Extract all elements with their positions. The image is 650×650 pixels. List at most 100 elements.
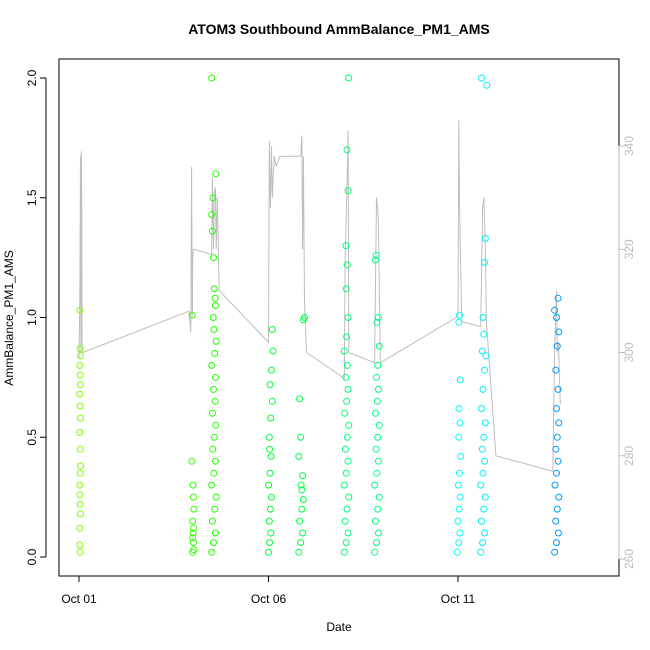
data-point (76, 481, 84, 489)
data-point (371, 517, 379, 525)
data-point (373, 373, 380, 381)
right-tick-label: 280 (622, 445, 636, 465)
data-point (342, 373, 350, 381)
data-point (343, 333, 351, 341)
data-point (374, 385, 382, 393)
right-axis-series (78, 120, 561, 472)
y-tick-label: 0.5 (25, 429, 39, 446)
data-point (479, 539, 487, 547)
data-point (373, 539, 380, 547)
data-point (457, 452, 465, 460)
data-point (266, 539, 274, 547)
data-point (266, 469, 274, 477)
data-point (551, 481, 559, 489)
data-point (297, 481, 305, 489)
data-point (76, 306, 84, 314)
data-point (456, 529, 464, 537)
data-point (344, 187, 352, 195)
data-point (453, 548, 461, 556)
right-tick-label: 300 (622, 342, 636, 362)
x-axis: Oct 01 Oct 06 Oct 11 (61, 575, 476, 606)
data-point (299, 529, 307, 537)
data-point (345, 493, 353, 501)
data-point (478, 517, 485, 525)
right-series-line-4 (304, 130, 350, 380)
data-point (371, 548, 379, 556)
data-point (212, 170, 220, 178)
data-point (343, 146, 351, 154)
data-point (342, 469, 350, 477)
data-point (456, 493, 464, 501)
data-point (555, 419, 563, 427)
data-point (77, 414, 84, 422)
data-point (265, 481, 272, 489)
data-point (189, 534, 197, 542)
data-point (211, 349, 219, 357)
data-point (190, 539, 197, 547)
data-point (267, 529, 275, 537)
data-point (210, 539, 217, 547)
x-tick-label: Oct 06 (251, 592, 287, 606)
data-point (374, 457, 382, 465)
data-point (374, 314, 382, 321)
x-tick-label: Oct 11 (441, 592, 476, 606)
data-point (341, 445, 349, 453)
data-point (481, 493, 489, 501)
data-point (345, 421, 353, 429)
data-point (455, 505, 463, 513)
data-point (454, 517, 462, 525)
data-point (76, 500, 84, 508)
data-point (76, 491, 84, 499)
data-point (210, 285, 218, 293)
data-point (190, 493, 197, 501)
data-point (343, 505, 351, 513)
data-point (481, 419, 489, 427)
data-point (481, 258, 488, 266)
data-point (477, 548, 485, 556)
data-point (342, 539, 350, 547)
data-point (208, 361, 216, 369)
right-tick-label: 260 (622, 549, 636, 569)
data-point (555, 493, 563, 501)
data-point (455, 318, 463, 326)
x-axis-title: Date (326, 620, 352, 634)
data-point (340, 347, 348, 355)
data-point (455, 433, 463, 441)
data-point (268, 366, 275, 374)
right-tick-label: 320 (622, 239, 636, 259)
right-series-line-8 (485, 290, 561, 472)
data-point (208, 548, 216, 556)
data-point (211, 529, 219, 537)
data-point (76, 469, 84, 477)
data-point (553, 342, 561, 350)
data-point (299, 496, 307, 503)
data-point (553, 469, 560, 477)
data-point (481, 235, 489, 242)
data-point (266, 381, 274, 389)
data-point (373, 469, 381, 477)
data-point (373, 318, 381, 326)
right-series-line-5 (348, 197, 381, 364)
data-point (342, 285, 350, 293)
data-point (552, 366, 560, 374)
data-point (344, 385, 352, 393)
data-point (480, 330, 488, 338)
data-point (343, 433, 351, 441)
data-point (477, 481, 485, 489)
data-point (343, 261, 351, 269)
data-point (482, 352, 490, 360)
data-point (479, 469, 487, 477)
data-point (301, 314, 308, 321)
data-point (375, 421, 383, 429)
data-point (265, 517, 273, 525)
data-point (189, 529, 197, 537)
data-point (552, 517, 560, 525)
right-series-line-0 (78, 151, 193, 358)
right-series-line-1 (191, 176, 218, 317)
data-point (269, 347, 277, 355)
chart-title: ATOM3 Southbound AmmBalance_PM1_AMS (188, 21, 490, 37)
data-point (553, 405, 560, 412)
data-point (268, 493, 275, 501)
data-point (208, 517, 216, 525)
